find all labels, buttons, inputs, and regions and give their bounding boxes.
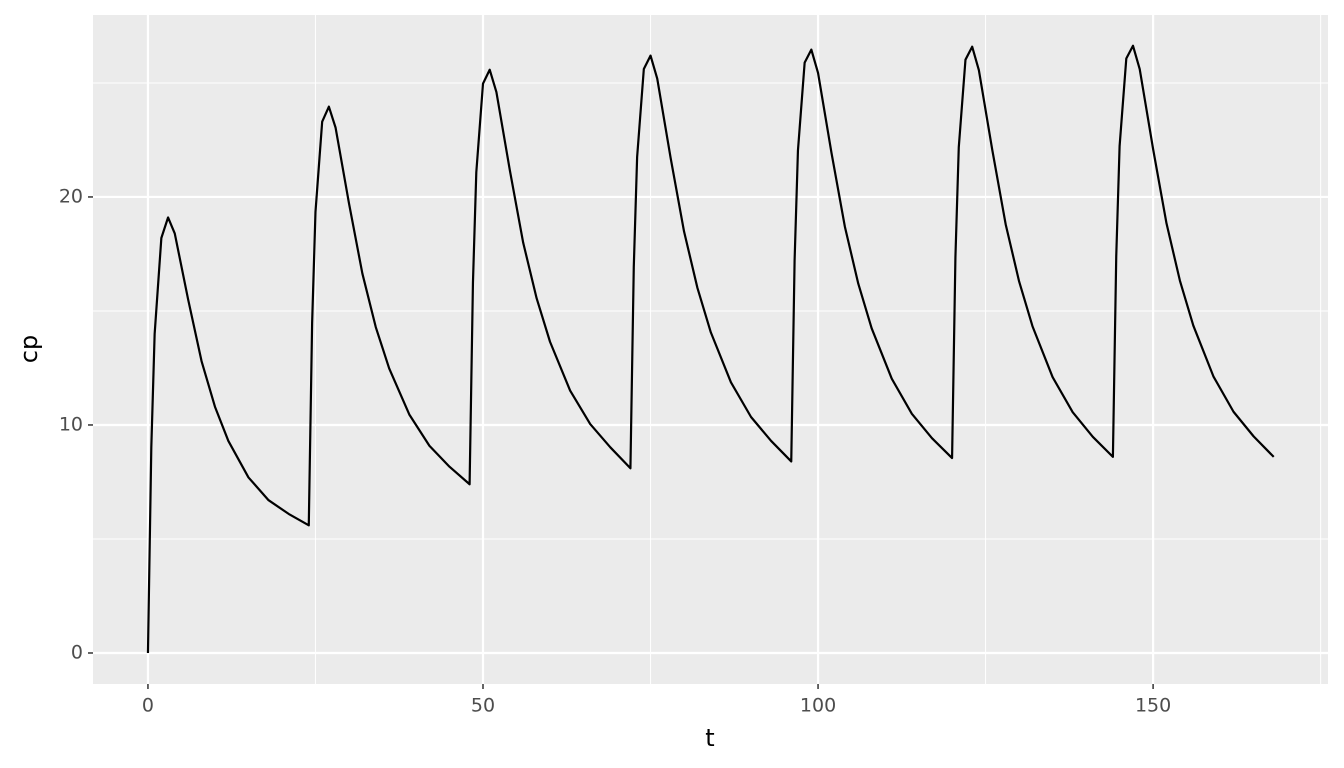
x-axis-title: t (705, 724, 714, 752)
x-tick-label: 100 (800, 695, 836, 717)
y-axis-title: cp (15, 335, 43, 363)
line (146, 44, 1275, 654)
grid (93, 15, 1328, 684)
x-tick-label: 0 (142, 695, 154, 717)
panel (93, 15, 1328, 684)
marks (146, 44, 1275, 654)
x-tick-label: 50 (471, 695, 495, 717)
x-tick-label: 150 (1135, 695, 1171, 717)
y-tick-label: 20 (59, 185, 83, 207)
y-tick-label: 10 (59, 413, 83, 435)
y-tick-label: 0 (71, 641, 83, 663)
